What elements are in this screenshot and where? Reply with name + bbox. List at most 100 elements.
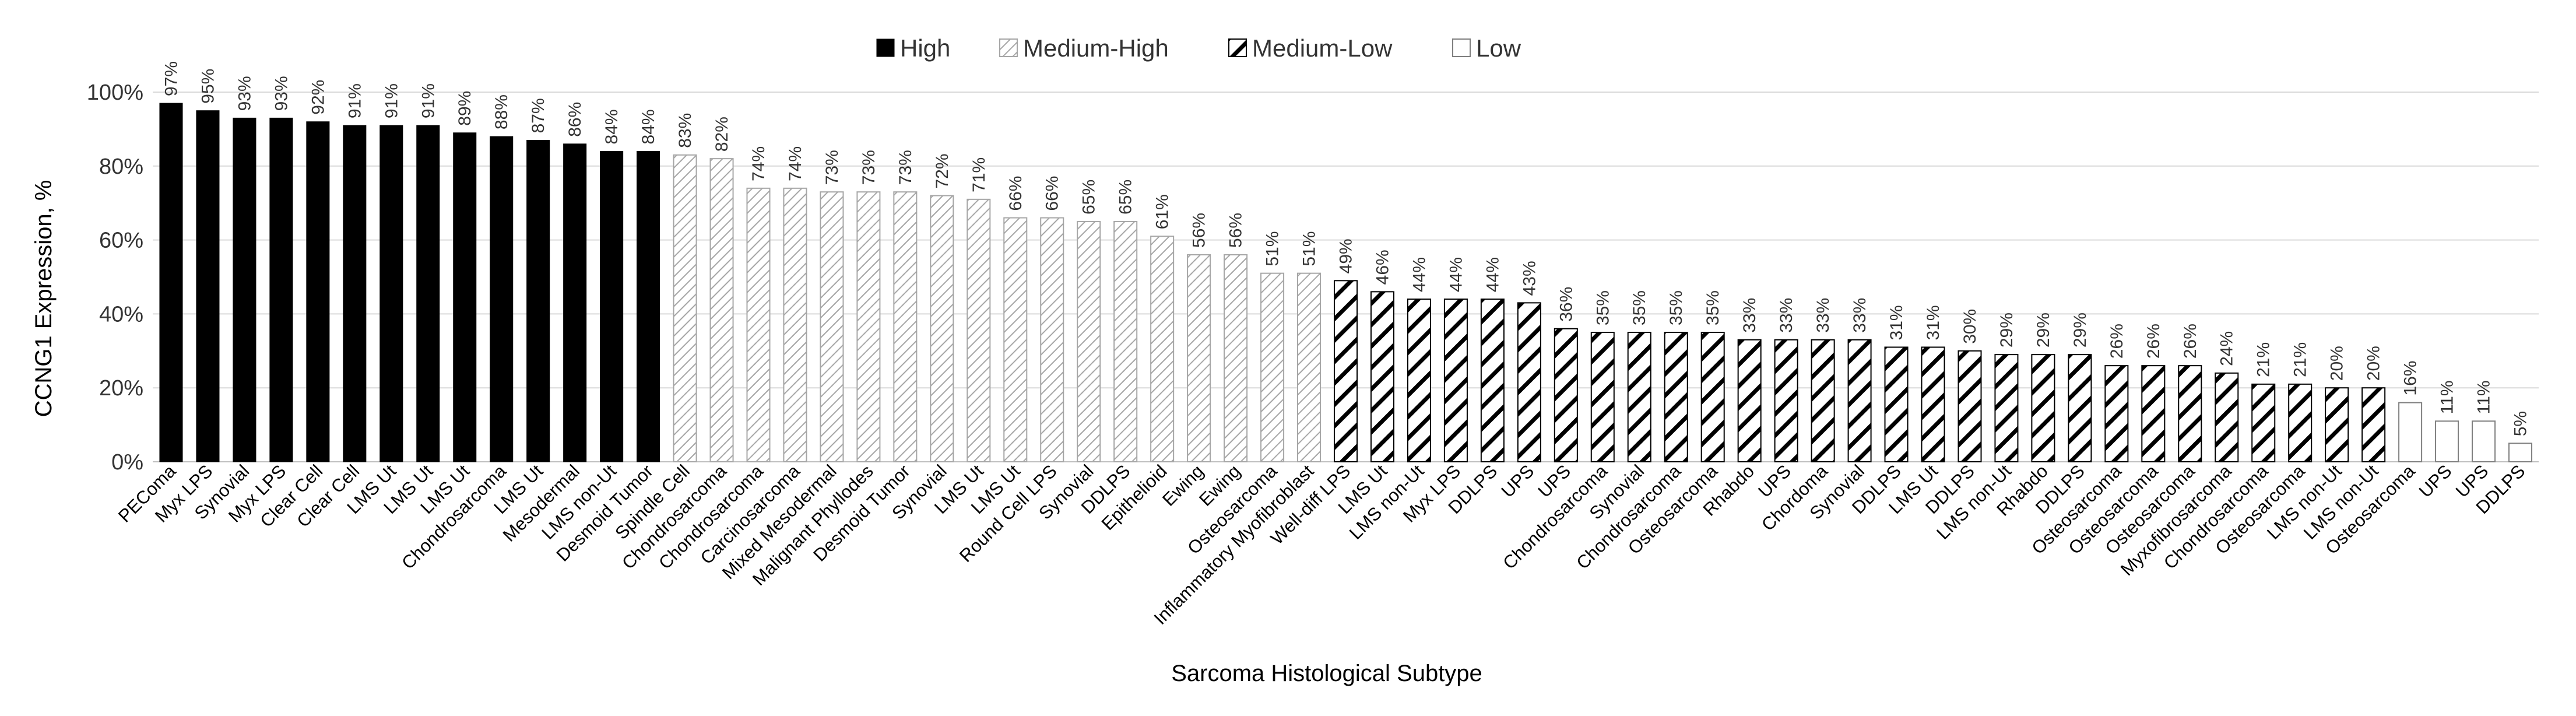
bar-value-label: 89% — [455, 91, 475, 126]
x-axis-title: Sarcoma Histological Subtype — [1171, 661, 1482, 686]
bar-value-label: 73% — [859, 150, 878, 185]
y-tick-label: 100% — [87, 80, 143, 105]
bar — [526, 139, 550, 462]
bar — [1590, 332, 1615, 462]
bar — [159, 103, 183, 462]
legend-label: Low — [1476, 34, 1521, 62]
bar — [1994, 354, 2019, 463]
bar-value-label: 74% — [749, 146, 768, 181]
bar-value-label: 26% — [2107, 324, 2127, 359]
bar-value-label: 73% — [896, 150, 915, 185]
bar-value-label: 95% — [198, 69, 217, 104]
bar — [1040, 217, 1064, 462]
bar — [1407, 299, 1431, 462]
bar-value-label: 73% — [823, 150, 842, 185]
bar-value-label: 91% — [345, 83, 364, 118]
bar-value-label: 93% — [235, 76, 254, 111]
bar — [2251, 383, 2276, 462]
bar-value-label: 44% — [1446, 257, 1466, 292]
bar-value-label: 84% — [639, 109, 658, 144]
bar — [1627, 332, 1651, 462]
bar-value-label: 66% — [1006, 176, 1025, 211]
bar — [196, 110, 220, 462]
bar-value-label: 36% — [1556, 287, 1576, 322]
y-tick-label: 60% — [99, 229, 143, 253]
bar — [1884, 346, 1909, 463]
bar-value-label: 56% — [1190, 213, 1209, 248]
bar-value-label: 65% — [1080, 180, 1099, 215]
bar-value-label: 91% — [382, 83, 401, 118]
bar — [1921, 346, 1945, 463]
bar-value-label: 21% — [2254, 342, 2273, 377]
bar — [233, 117, 256, 462]
bar — [416, 125, 440, 462]
bar — [783, 187, 807, 462]
bar — [820, 191, 844, 462]
bar-value-label: 66% — [1043, 176, 1062, 211]
bar-value-label: 30% — [1960, 309, 1980, 344]
bar-value-label: 24% — [2217, 331, 2237, 366]
bar-value-label: 49% — [1337, 238, 1356, 273]
bar-value-label: 20% — [2364, 346, 2384, 381]
bar-value-label: 16% — [2401, 361, 2420, 396]
bar — [1847, 339, 1872, 463]
bar — [269, 117, 293, 462]
bar — [453, 132, 477, 462]
x-tick-label: Ewing — [1158, 461, 1207, 510]
bar — [1297, 272, 1322, 462]
bar-value-label: 93% — [272, 76, 291, 111]
bar — [746, 187, 771, 462]
bar-value-label: 74% — [786, 146, 805, 181]
bar — [2141, 365, 2166, 462]
bar-value-label: 35% — [1667, 290, 1686, 325]
legend-swatch — [1228, 38, 1247, 57]
x-tick-label: UPS — [2415, 461, 2456, 501]
bar — [2104, 365, 2129, 462]
bar-value-label: 29% — [2071, 313, 2090, 348]
bar — [2361, 387, 2386, 463]
bar — [1811, 339, 1835, 463]
bar — [1003, 217, 1028, 462]
bar — [490, 136, 514, 462]
bar-value-label: 71% — [969, 157, 989, 192]
bar-value-label: 21% — [2291, 342, 2310, 377]
bar — [2068, 354, 2092, 463]
bar-value-label: 44% — [1483, 257, 1502, 292]
bar — [1517, 302, 1541, 462]
bar-value-label: 65% — [1116, 180, 1136, 215]
bar — [1370, 291, 1394, 462]
bar — [1700, 332, 1725, 462]
bar-value-label: 44% — [1410, 257, 1429, 292]
x-tick-label: UPS — [1497, 461, 1538, 501]
legend-swatch — [1452, 38, 1471, 57]
bar — [1260, 272, 1285, 462]
bar-value-label: 31% — [1887, 305, 1906, 340]
bar — [2508, 443, 2533, 462]
bar-value-label: 35% — [1630, 290, 1649, 325]
bar — [1774, 339, 1798, 463]
bar — [2398, 402, 2423, 462]
bar-value-label: 29% — [2034, 313, 2053, 348]
bar-value-label: 5% — [2511, 411, 2531, 436]
bar — [1077, 220, 1101, 462]
bar-value-label: 92% — [308, 80, 328, 115]
bar-value-label: 83% — [676, 113, 695, 148]
bar-value-label: 26% — [2144, 324, 2163, 359]
bar-value-label: 33% — [1777, 298, 1796, 333]
bar — [1737, 339, 1762, 463]
bar — [1187, 254, 1211, 462]
bar-value-label: 72% — [933, 153, 952, 188]
legend-swatch — [876, 38, 895, 57]
bar-value-label: 87% — [529, 98, 548, 133]
bar — [930, 195, 954, 462]
y-tick-label: 40% — [99, 302, 143, 327]
bar — [306, 121, 330, 462]
bar-value-label: 29% — [1997, 313, 2016, 348]
bar — [2325, 387, 2349, 463]
bar-value-label: 84% — [602, 109, 621, 144]
bar — [563, 143, 587, 462]
bar — [1113, 220, 1138, 462]
bar-value-label: 20% — [2328, 346, 2347, 381]
